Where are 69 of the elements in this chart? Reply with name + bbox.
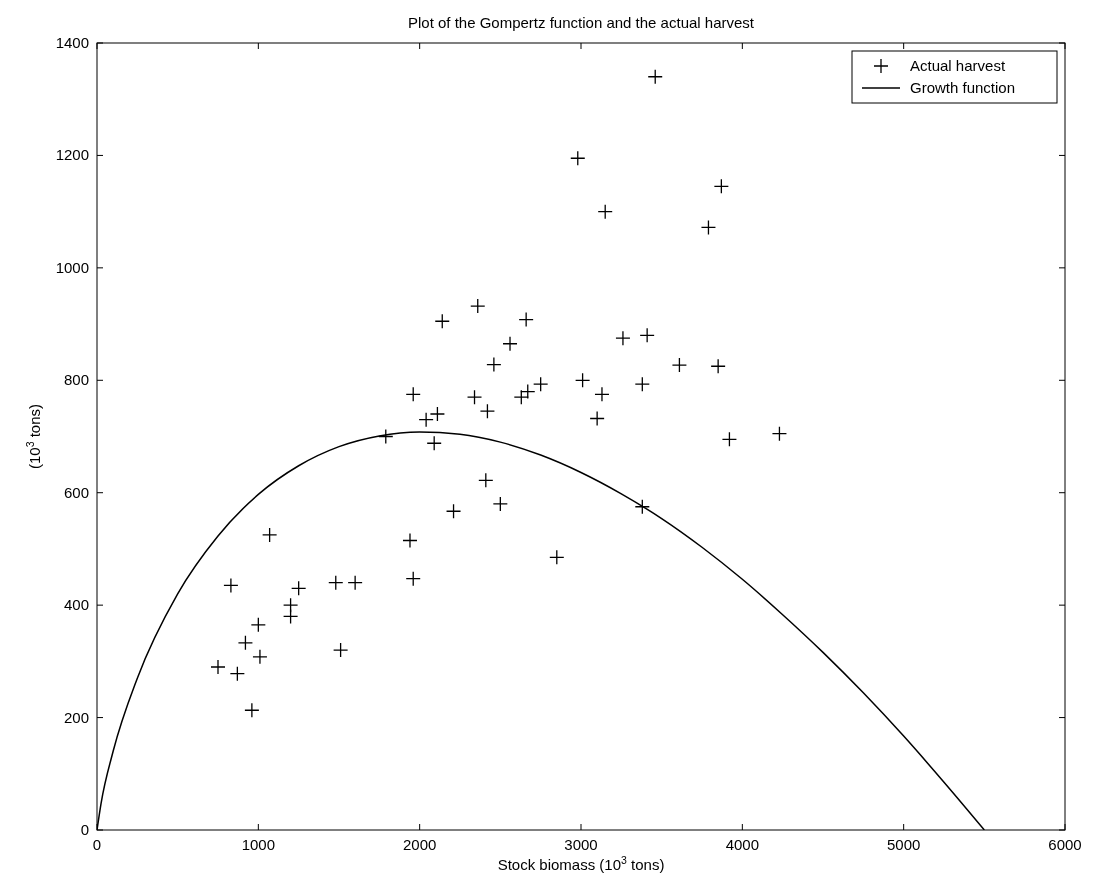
point [252, 649, 268, 665]
point [237, 635, 254, 651]
point [533, 376, 549, 392]
point [402, 532, 418, 549]
point [492, 496, 508, 512]
point [486, 356, 502, 373]
point [445, 503, 462, 519]
point [634, 499, 650, 515]
y-tick-label: 800 [63, 371, 89, 389]
y-tick-label: 0 [80, 821, 89, 838]
x-tick-label: 1000 [241, 836, 276, 853]
point [347, 575, 363, 591]
point [210, 659, 226, 675]
point [594, 386, 610, 402]
x-axis-title: Stock biomass (10$^{3}$ tons) [497, 854, 665, 873]
point [589, 410, 605, 427]
x-tick-label: 4000 [725, 836, 760, 853]
point [647, 69, 663, 85]
point [378, 428, 394, 445]
y-tick-label: 1000 [55, 258, 89, 276]
point [405, 386, 421, 402]
point [518, 311, 534, 328]
point [549, 549, 565, 566]
x-tick-label: 6000 [1048, 836, 1082, 853]
x-tick-label: 5000 [886, 836, 921, 853]
point [434, 313, 450, 329]
point [418, 411, 434, 428]
point [328, 575, 344, 591]
point [700, 219, 717, 236]
point [513, 389, 529, 405]
legend-label: Growth function [910, 79, 1016, 96]
point [597, 203, 613, 220]
y-tick-label: 1400 [55, 34, 89, 51]
x-tick-label: 0 [92, 836, 102, 853]
legend-label: Actual harvest [910, 57, 1006, 74]
point [502, 336, 518, 352]
point [426, 435, 442, 451]
point [639, 327, 655, 343]
point [429, 406, 446, 422]
point [721, 431, 738, 447]
point [223, 577, 239, 594]
y-tick-label: 400 [63, 596, 89, 614]
point [478, 472, 494, 488]
point [570, 150, 586, 166]
y-tick-label: 1200 [55, 146, 89, 164]
point [466, 389, 483, 405]
point [520, 383, 536, 400]
point [250, 617, 266, 633]
point [244, 702, 260, 718]
point [615, 330, 631, 346]
point [710, 358, 726, 374]
point [291, 580, 307, 596]
point [713, 178, 730, 194]
chart-title: Plot of the Gompertz function and the actual harvest [407, 14, 755, 31]
point [282, 597, 299, 613]
point [405, 571, 421, 587]
point [470, 298, 486, 314]
y-tick-label: 200 [63, 708, 89, 726]
x-tick-label: 3000 [564, 836, 598, 853]
point [634, 376, 650, 392]
point [574, 372, 591, 388]
y-tick-label: 600 [63, 483, 89, 501]
x-tick-label: 2000 [402, 836, 437, 853]
point [479, 403, 496, 419]
point [671, 357, 688, 373]
point [229, 666, 246, 682]
point [261, 527, 278, 543]
point [771, 426, 788, 442]
point [332, 642, 349, 658]
